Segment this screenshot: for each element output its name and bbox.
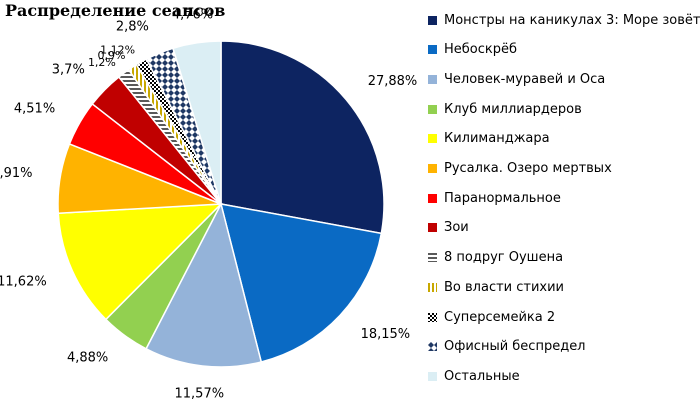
pie-data-label-6: 6,91% — [0, 166, 33, 181]
legend-swatch-8 — [428, 223, 437, 233]
pie-slice-3 — [145, 201, 263, 368]
legend-label-12: Офисный беспредел — [444, 339, 586, 355]
pie-slice-5 — [57, 203, 223, 321]
legend-swatch-1 — [428, 15, 437, 25]
legend-swatch-2 — [428, 45, 437, 55]
pie-data-label-12: 2,8% — [116, 20, 149, 35]
legend-label-13: Остальные — [444, 368, 520, 384]
legend-swatch-4 — [428, 104, 437, 114]
legend-item-8: Зои — [428, 218, 469, 238]
legend-label-6: Русалка. Озеро мертвых — [444, 161, 612, 176]
pie-data-label-10: 0,9% — [98, 49, 126, 62]
pie-data-labels: 27,88% 18,15% 11,57% 4,88% 11,62% 6,91% 4,51% 3… — [0, 8, 417, 400]
pie-slice-1 — [220, 40, 385, 235]
legend-label-5: Килиманджара — [444, 131, 550, 147]
pie-data-label-2: 18,15% — [361, 327, 411, 342]
legend-swatch-9 — [428, 253, 437, 263]
legend-label-1: Монстры на каникулах 3: Море зовёт — [444, 12, 700, 28]
legend-item-4: Клуб миллиардеров — [428, 99, 582, 119]
legend-item-7: Паранормальное — [428, 188, 561, 208]
legend-label-3: Человек-муравей и Оса — [444, 71, 606, 87]
pie-data-label-7: 4,51% — [14, 102, 55, 117]
pie-data-label-4: 4,88% — [67, 351, 108, 366]
legend-item-13: Остальные — [428, 366, 520, 386]
legend-item-6: Русалка. Озеро мертвых — [428, 159, 612, 179]
legend-swatch-11 — [428, 312, 437, 322]
legend-item-11: Суперсемейка 2 — [428, 307, 555, 327]
legend-label-9: 8 подруг Оушена — [444, 250, 564, 266]
legend-label-10: Во власти стихии — [444, 279, 565, 295]
legend-label-8: Зои — [444, 220, 469, 236]
pie-data-label-13: 4,76% — [172, 8, 213, 23]
pie-data-label-8: 3,7% — [52, 63, 85, 78]
pie-slice-2 — [219, 203, 383, 363]
pie-data-label-5: 11,62% — [0, 275, 47, 290]
legend-item-2: Небоскрёб — [428, 40, 517, 60]
legend-swatch-5 — [428, 134, 437, 144]
pie-data-label-1: 27,88% — [368, 74, 418, 89]
legend-swatch-12 — [428, 342, 437, 352]
pie-data-label-11: 1,12% — [100, 43, 135, 56]
pie-slice-13 — [172, 40, 222, 205]
legend-swatch-10 — [428, 282, 437, 292]
legend-label-7: Паранормальное — [444, 190, 561, 206]
pie-data-label-9: 1,2% — [88, 56, 116, 69]
legend-swatch-6 — [428, 164, 437, 173]
legend-item-9: 8 подруг Оушена — [428, 248, 563, 268]
legend-item-10: Во власти стихии — [428, 277, 564, 297]
pie-data-label-3: 11,57% — [175, 386, 225, 400]
legend-item-12: Офисный беспредел — [428, 337, 586, 357]
legend-item-3: Человек-муравей и Оса — [428, 69, 605, 89]
legend-item-1: Монстры на каникулах 3: Море зовёт — [428, 10, 700, 30]
legend-swatch-3 — [428, 74, 437, 84]
pie-slices — [57, 40, 385, 368]
legend-label-2: Небоскрёб — [444, 42, 518, 58]
legend-swatch-13 — [428, 371, 437, 381]
legend-swatch-7 — [428, 193, 437, 203]
chart-title: Распределение сеансов — [5, 1, 226, 20]
legend-label-4: Клуб миллиардеров — [444, 101, 582, 117]
legend-item-5: Килиманджара — [428, 129, 550, 149]
pie-chart: 27,88% 18,15% 11,57% 4,88% 11,62% 6,91% 4,51% 3… — [0, 8, 417, 400]
legend-label-11: Суперсемейка 2 — [444, 309, 556, 325]
